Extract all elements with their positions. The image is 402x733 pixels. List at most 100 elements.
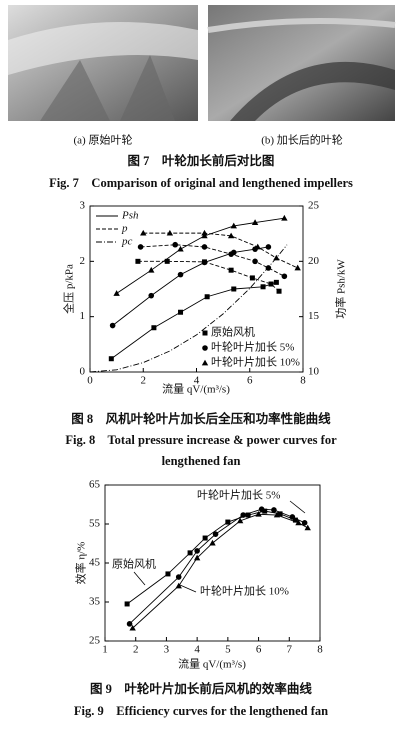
y2-tick-label: 10 xyxy=(308,366,320,378)
marker-triangle xyxy=(166,229,174,236)
x-tick-label: 8 xyxy=(300,375,306,387)
y2-axis-label: 功率 Psh/kW xyxy=(334,259,348,319)
marker-circle xyxy=(175,574,182,580)
x-tick-label: 6 xyxy=(256,644,262,656)
marker-circle xyxy=(289,514,296,520)
marker-triangle xyxy=(193,554,201,561)
marker-circle xyxy=(194,548,200,554)
marker-triangle xyxy=(209,539,216,546)
x-axis-label: 流量 qV/(m³/s) xyxy=(162,382,230,396)
marker-circle xyxy=(252,258,258,265)
marker-square xyxy=(249,275,255,281)
marker-square xyxy=(225,519,231,525)
marker-triangle xyxy=(273,511,281,518)
marker-circle xyxy=(172,241,178,248)
marker-square xyxy=(165,571,171,577)
y-tick-label: 1 xyxy=(80,310,86,322)
marker-triangle xyxy=(201,359,209,366)
marker-square xyxy=(202,330,208,336)
marker-triangle xyxy=(304,524,311,531)
figure-caption-cn: 图 7 叶轮加长前后对比图 xyxy=(128,153,275,168)
marker-square xyxy=(201,259,207,265)
legend-label: 原始风机 xyxy=(211,325,255,339)
marker-circle xyxy=(265,244,272,250)
marker-square xyxy=(260,284,266,290)
marker-square xyxy=(124,601,130,607)
marker-circle xyxy=(240,512,247,518)
y2-tick-label: 20 xyxy=(308,255,320,267)
marker-square xyxy=(262,508,268,514)
series-line xyxy=(116,217,285,294)
x-tick-label: 0 xyxy=(87,375,93,387)
annotation-leader xyxy=(133,571,146,586)
marker-square xyxy=(187,550,193,556)
x-tick-label: 4 xyxy=(194,644,200,656)
marker-triangle xyxy=(254,243,261,250)
marker-square xyxy=(228,267,234,273)
series-line xyxy=(89,244,288,373)
y-tick-label: 2 xyxy=(80,255,86,267)
series-line xyxy=(112,246,269,326)
figure-caption-cn: 图 9 叶轮叶片加长前后风机的效率曲线 xyxy=(90,681,312,696)
marker-circle xyxy=(228,251,234,257)
x-tick-label: 3 xyxy=(164,644,170,656)
marker-square xyxy=(204,294,210,300)
panel-caption: (a) 原始叶轮 xyxy=(74,133,133,147)
marker-square xyxy=(135,258,141,264)
marker-circle xyxy=(202,345,208,351)
y2-tick-label: 25 xyxy=(308,200,320,212)
y-tick-label: 35 xyxy=(89,596,101,608)
photo-lengthened xyxy=(207,5,396,121)
legend-label: p xyxy=(121,223,128,235)
marker-circle xyxy=(109,322,116,329)
marker-triangle xyxy=(177,245,184,252)
y2-tick-label: 15 xyxy=(308,310,320,322)
marker-square xyxy=(292,517,298,523)
annotation: 原始风机 xyxy=(112,557,156,571)
marker-circle xyxy=(148,292,155,299)
y-axis-label: 效率 η/% xyxy=(74,542,88,585)
marker-circle xyxy=(258,506,265,512)
annotation-leader xyxy=(179,584,197,593)
x-tick-label: 5 xyxy=(225,644,231,656)
marker-square xyxy=(276,288,282,294)
figure-caption-en: lengthened fan xyxy=(162,454,241,468)
x-tick-label: 4 xyxy=(194,375,200,387)
marker-triangle xyxy=(148,266,155,273)
x-tick-label: 8 xyxy=(317,644,323,656)
y-tick-label: 55 xyxy=(89,518,101,530)
marker-triangle xyxy=(129,624,136,631)
marker-circle xyxy=(126,621,133,627)
panel-caption: (b) 加长后的叶轮 xyxy=(261,133,343,147)
marker-square xyxy=(108,356,114,362)
x-tick-label: 2 xyxy=(133,644,139,656)
y-axis-label: 全压 p/kPa xyxy=(62,264,76,314)
marker-triangle xyxy=(236,517,244,524)
marker-circle xyxy=(212,531,219,537)
figure-caption-en: Fig. 8 Total pressure increase & power c… xyxy=(65,433,337,447)
marker-square xyxy=(164,258,170,264)
marker-circle xyxy=(177,271,184,278)
marker-circle xyxy=(271,507,277,513)
marker-triangle xyxy=(281,214,288,221)
legend-label: pc xyxy=(121,236,133,248)
x-tick-label: 1 xyxy=(102,644,108,656)
y-tick-label: 25 xyxy=(89,635,101,647)
marker-circle xyxy=(137,244,144,250)
figure-caption-en: Fig. 9 Efficiency curves for the lengthe… xyxy=(74,704,328,718)
marker-square xyxy=(245,512,251,518)
y-tick-label: 65 xyxy=(89,479,101,491)
marker-square xyxy=(231,286,237,292)
figure-caption-en: Fig. 7 Comparison of original and length… xyxy=(49,176,353,190)
marker-triangle xyxy=(230,222,237,229)
y-tick-label: 3 xyxy=(80,200,86,212)
marker-circle xyxy=(301,520,308,526)
marker-triangle xyxy=(295,519,302,526)
marker-triangle xyxy=(294,264,301,271)
x-tick-label: 2 xyxy=(141,375,147,387)
marker-square xyxy=(178,309,184,315)
annotation: 叶轮叶片加长 10% xyxy=(200,584,289,598)
marker-square xyxy=(202,535,208,541)
marker-triangle xyxy=(227,232,235,239)
